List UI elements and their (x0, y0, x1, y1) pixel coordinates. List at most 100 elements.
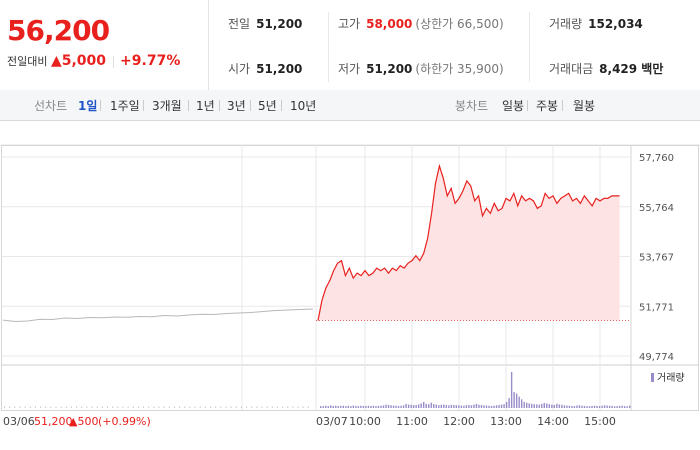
volume-bar-prev-day (40, 406, 42, 408)
line-chart-label: 선차트 (34, 99, 68, 113)
tab-10-years[interactable]: 10년 (290, 99, 317, 113)
volume-bar (352, 405, 355, 408)
tab-daily-candle[interactable]: 일봉 (502, 99, 525, 113)
volume-bar-prev-day (189, 406, 191, 408)
volume-bar (395, 405, 397, 408)
volume-bar (458, 405, 460, 408)
volume-bar-prev-day (96, 406, 98, 408)
volume-bar-prev-day (194, 406, 196, 408)
y-tick-label: 55,764 (639, 203, 674, 214)
x-tick-label: 03/07 (316, 415, 348, 428)
tab-1-week[interactable]: 1주일 (110, 99, 140, 113)
volume-bar (350, 406, 352, 408)
tab-weekly-candle[interactable]: 주봉 (536, 99, 559, 113)
volume-legend-swatch (651, 373, 654, 382)
tab-5-years[interactable]: 5년 (258, 99, 277, 113)
volume-bar (526, 402, 528, 408)
volume-bar (556, 403, 558, 408)
volume-bar (435, 404, 437, 408)
volume-bar (460, 405, 463, 408)
volume-bar-prev-day (50, 406, 52, 408)
volume-bar (390, 405, 392, 408)
price-summary: 56,200 전일대비 ▲5,000 +9.77% (0, 0, 209, 90)
volume-bar (428, 404, 430, 408)
volume-bar-prev-day (261, 406, 263, 408)
series-line-prev-day (2, 308, 314, 322)
x-tick-label: 10:00 (349, 415, 381, 428)
volume-bar (478, 404, 480, 408)
volume-bar-prev-day (112, 406, 114, 408)
volume-bar-prev-day (65, 406, 67, 408)
volume-bar-prev-day (143, 406, 145, 408)
tab-3-years[interactable]: 3년 (227, 99, 246, 113)
volume-bar (513, 392, 515, 408)
tab-monthly-candle[interactable]: 월봉 (573, 99, 596, 113)
volume-legend-label: 거래량 (657, 372, 685, 384)
stat-value: 51,200 (256, 62, 303, 76)
stat-high: 고가 58,000 (상한가 66,500) (338, 15, 504, 32)
change-divider (112, 56, 114, 68)
volume-bar (407, 404, 410, 408)
tab-3-months[interactable]: 3개월 (152, 99, 182, 113)
volume-bar-prev-day (9, 406, 11, 408)
volume-bar (470, 405, 473, 408)
volume-bar (551, 404, 553, 408)
volume-bar-prev-day (81, 406, 83, 408)
series-line-today (317, 163, 620, 321)
volume-bar (493, 405, 495, 408)
volume-bar-prev-day (204, 406, 206, 408)
volume-bar (342, 405, 345, 408)
tab-divider (143, 100, 144, 111)
volume-bar-prev-day (163, 406, 165, 408)
volume-bar (480, 404, 483, 408)
volume-bar (553, 404, 556, 408)
volume-bar (415, 404, 417, 408)
tab-divider (281, 100, 282, 111)
volume-bar-prev-day (148, 406, 150, 408)
footer-price: 51,200 (34, 415, 73, 428)
volume-bar (621, 405, 623, 408)
volume-bar (510, 372, 513, 408)
volume-bar-prev-day (91, 406, 93, 408)
volume-bar (578, 405, 581, 408)
volume-bar (596, 405, 598, 408)
volume-bar (370, 405, 372, 408)
volume-bar-prev-day (14, 406, 16, 408)
volume-bar-prev-day (225, 406, 227, 408)
volume-bar (455, 405, 458, 408)
volume-bar (330, 405, 332, 408)
volume-bar (402, 405, 405, 408)
volume-bar-prev-day (127, 406, 129, 408)
volume-bar-prev-day (307, 406, 309, 408)
volume-bar (463, 405, 465, 408)
volume-bar (410, 404, 412, 408)
x-tick-label: 14:00 (537, 415, 569, 428)
volume-bar (345, 406, 347, 408)
volume-bar (445, 404, 448, 408)
volume-bar (608, 405, 611, 408)
stat-label: 저가 (338, 62, 361, 76)
volume-bar (588, 406, 591, 408)
upper-limit: (상한가 66,500) (415, 17, 504, 31)
volume-bar (372, 405, 375, 408)
stat-prev-close: 전일 51,200 (228, 15, 302, 32)
volume-bar (340, 405, 342, 408)
volume-bar (387, 404, 390, 408)
volume-bar (385, 404, 387, 408)
volume-bar-prev-day (266, 406, 268, 408)
volume-bar-prev-day (282, 406, 284, 408)
tab-1-year[interactable]: 1년 (196, 99, 215, 113)
volume-bar-prev-day (4, 406, 5, 408)
volume-bar (367, 405, 370, 408)
volume-bar (515, 393, 518, 408)
volume-bar (337, 406, 339, 408)
volume-bar (322, 406, 324, 408)
chart-period-tabs: 선차트 1일 1주일 3개월 1년 3년 5년 10년 봉차트 일봉 주봉 월봉 (0, 90, 700, 121)
volume-bar (488, 405, 490, 408)
volume-bar (475, 403, 478, 408)
volume-bar (397, 405, 400, 408)
volume-bar (425, 403, 427, 408)
volume-bar-prev-day (199, 406, 201, 408)
volume-bar-prev-day (271, 406, 273, 408)
tab-1-day[interactable]: 1일 (78, 99, 98, 113)
